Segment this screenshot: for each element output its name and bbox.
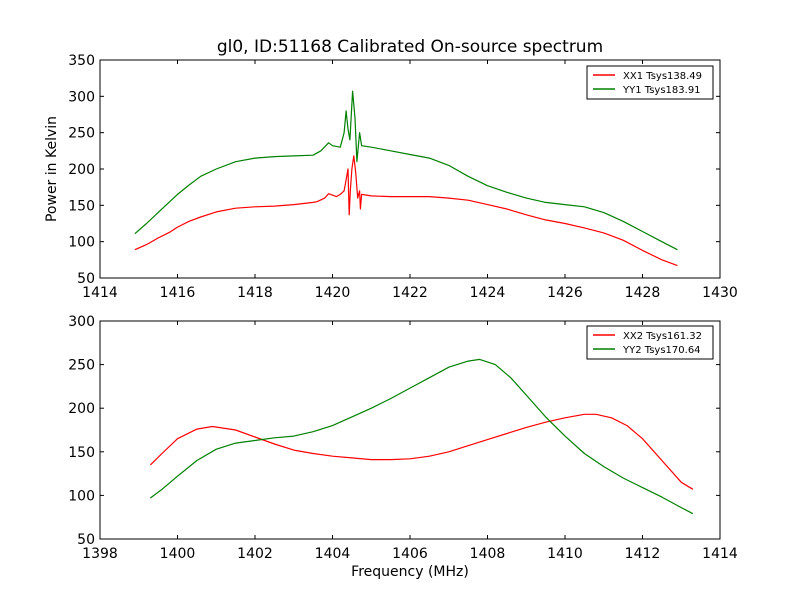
x-tick-label: 1430 <box>702 285 738 301</box>
plot-2: 1398 1400 1402 1404 1406 1408 1410 1412 1414 50 10… <box>68 314 738 580</box>
legend-label: XX2 Tsys161.32 <box>623 331 702 342</box>
y-tick-label: 100 <box>68 488 95 504</box>
y-tick-label: 250 <box>68 358 95 374</box>
y-tick-label: 200 <box>68 162 95 178</box>
y-tick-label: 200 <box>68 401 95 417</box>
figure-title: gl0, ID:51168 Calibrated On-source spect… <box>217 37 603 57</box>
x-tick-label: 1408 <box>470 546 506 562</box>
legend: XX2 Tsys161.32 YY2 Tsys170.64 <box>586 325 714 360</box>
y-tick-label: 100 <box>68 235 95 251</box>
x-tick-label: 1428 <box>625 285 661 301</box>
y-tick-label: 300 <box>68 314 95 330</box>
x-tick-label: 1406 <box>392 546 428 562</box>
y-tick-label: 350 <box>68 53 95 69</box>
series-line-2 <box>134 90 678 251</box>
x-tick-label: 1424 <box>470 285 506 301</box>
x-tick-label: 1412 <box>625 546 661 562</box>
legend-label: XX1 Tsys138.49 <box>623 71 702 82</box>
legend-label: YY2 Tsys170.64 <box>622 345 701 356</box>
x-tick-label: 1426 <box>547 285 583 301</box>
x-tick-label: 1404 <box>315 546 351 562</box>
legend: XX1 Tsys138.49 YY1 Tsys183.91 <box>586 65 714 100</box>
legend-box <box>586 65 714 100</box>
y-tick-label: 50 <box>77 532 95 548</box>
x-tick-label: 1416 <box>160 285 196 301</box>
y-tick-label: 150 <box>68 445 95 461</box>
y-tick-label: 250 <box>68 126 95 142</box>
x-axis-label: Frequency (MHz) <box>351 564 469 580</box>
x-tick-label: 1414 <box>82 285 118 301</box>
x-tick-label: 1414 <box>702 546 738 562</box>
legend-box <box>586 325 714 360</box>
series-line-1 <box>134 155 678 267</box>
y-tick-label: 50 <box>77 271 95 287</box>
legend-label: YY1 Tsys183.91 <box>622 85 701 96</box>
x-tick-label: 1400 <box>160 546 196 562</box>
x-tick-label: 1398 <box>82 546 118 562</box>
x-tick-label: 1420 <box>315 285 351 301</box>
y-axis-label: Power in Kelvin <box>44 116 60 222</box>
y-tick-label: 300 <box>68 89 95 105</box>
series-line-1 <box>149 413 694 490</box>
y-tick-label: 150 <box>68 198 95 214</box>
x-tick-label: 1402 <box>237 546 273 562</box>
plot-1: 1414 1416 1418 1420 1422 1424 1426 1428 1430 50 10… <box>44 53 738 301</box>
x-tick-label: 1410 <box>547 546 583 562</box>
x-tick-label: 1418 <box>237 285 273 301</box>
plots: 1414 1416 1418 1420 1422 1424 1426 1428 1430 50 10… <box>44 53 738 580</box>
series-line-2 <box>150 358 694 515</box>
x-tick-label: 1422 <box>392 285 428 301</box>
